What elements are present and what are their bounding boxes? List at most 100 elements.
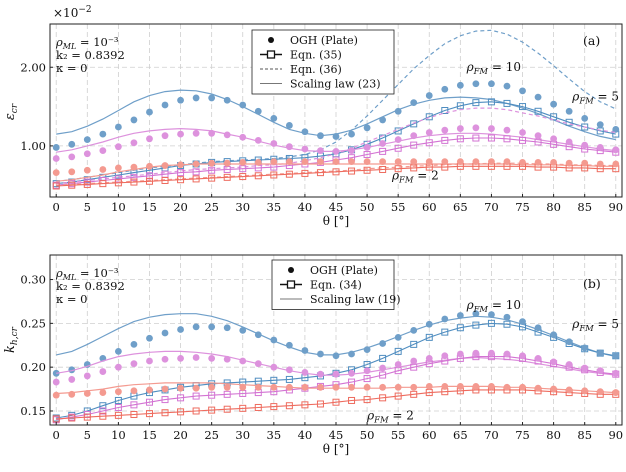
x-axis-label: θ [°]	[323, 442, 349, 456]
ogh-dot	[285, 366, 293, 374]
ogh-dot	[410, 383, 418, 391]
ogh-dot	[519, 159, 526, 166]
ogh-dot	[130, 116, 138, 124]
eqn-square-marker	[99, 412, 107, 420]
ogh-dot	[130, 139, 138, 147]
eqn-square-marker	[301, 169, 309, 177]
ogh-dot	[208, 129, 216, 137]
eqn-square-marker	[519, 103, 527, 111]
x-tick-label: 20	[173, 200, 188, 214]
ogh-dot	[612, 389, 620, 396]
ogh-dot	[410, 357, 418, 365]
x-tick-label: 80	[546, 200, 561, 214]
ogh-dot	[254, 360, 262, 368]
ogh-dot	[130, 163, 138, 171]
ogh-dot	[488, 80, 495, 88]
eqn-square-marker	[99, 180, 107, 188]
axis-ticks: 0 5 10 15 20 25 30 35 40 45 50 55 60 65 70 75 80 85 90 0.15…	[20, 273, 623, 442]
eqn-square-marker	[410, 120, 418, 128]
ogh-dot	[301, 145, 309, 153]
ogh-dot	[332, 133, 340, 140]
legend-label: OGH (Plate)	[290, 34, 358, 47]
ogh-dot	[161, 101, 169, 109]
ogh-dot	[581, 159, 589, 167]
eqn-square-marker	[441, 107, 449, 114]
eqn-square-marker	[114, 179, 122, 187]
eqn-square-marker	[177, 394, 185, 402]
ogh-dot	[581, 344, 589, 352]
eqn-square-marker	[534, 107, 542, 115]
eqn-square-marker	[394, 144, 402, 152]
eqn-square-marker	[581, 123, 589, 131]
eqn-square-marker	[410, 141, 418, 149]
ogh-dot	[441, 158, 449, 166]
ogh-dot	[363, 346, 371, 354]
ogh-dot	[114, 363, 122, 371]
eqn-square-marker	[519, 136, 527, 144]
eqn-square-marker	[270, 171, 278, 179]
ogh-dot	[363, 383, 371, 391]
ogh-dot	[130, 387, 138, 395]
x-tick-label: 40	[298, 200, 313, 214]
ogh-dot	[177, 355, 184, 362]
ogh-dot	[239, 133, 247, 141]
ogh-dot	[550, 385, 558, 393]
ogh-dot	[565, 386, 573, 394]
ogh-dot	[379, 140, 387, 147]
curve-annotations: ρFM = 10 ρFM = 5 ρFM = 2	[366, 298, 619, 424]
eqn-square-marker	[192, 175, 200, 183]
eqn-square-marker	[52, 182, 60, 190]
x-tick-label: 30	[235, 200, 250, 214]
ogh-dot	[519, 352, 526, 360]
ogh-dot	[425, 355, 433, 362]
ogh-dot	[488, 383, 495, 390]
parameter-line: κ = 0	[56, 61, 87, 75]
ogh-dot	[223, 159, 231, 167]
eqn-square-marker	[192, 168, 200, 176]
eqn-square-marker	[145, 398, 153, 406]
ogh-dot	[254, 331, 262, 339]
ogh-dot	[161, 385, 169, 393]
ogh-dot	[332, 370, 340, 378]
eqn-square-marker	[254, 403, 262, 411]
rho-fm-annotation: ρFM = 2	[391, 169, 439, 185]
legend-label: Eqn. (34)	[310, 279, 362, 292]
ogh-dot	[441, 352, 449, 360]
panel-a: 0 5 10 15 20 25 30 35 40 45 50 55 60 65 70 75 80 85 90 1.00…	[3, 5, 623, 228]
x-tick-label: 85	[577, 428, 592, 442]
ogh-dot	[612, 369, 620, 377]
legend-label: Scaling law (23)	[290, 78, 380, 91]
ogh-dot	[270, 363, 278, 371]
ogh-dot	[379, 383, 387, 391]
parameter-line: k₂ = 0.8392	[56, 48, 125, 62]
x-tick-label: 55	[391, 428, 406, 442]
rho-fm-annotation: ρFM = 10	[466, 60, 521, 76]
ogh-dot	[161, 329, 169, 337]
ogh-dot	[565, 159, 573, 167]
ogh-dot	[223, 96, 231, 104]
eqn-square-marker	[487, 319, 495, 327]
eqn-square-marker	[223, 390, 231, 398]
x-tick-label: 80	[546, 428, 561, 442]
ogh-dot	[363, 144, 371, 151]
eqn-square-marker	[285, 170, 293, 178]
x-tick-label: 70	[484, 428, 499, 442]
eqn-square-marker	[208, 174, 216, 182]
ogh-dot	[192, 323, 200, 331]
x-tick-label: 10	[111, 200, 126, 214]
ogh-dot	[177, 326, 184, 333]
series-group	[52, 310, 620, 424]
ogh-dot	[332, 147, 340, 155]
x-tick-label: 35	[267, 428, 282, 442]
x-tick-label: 70	[484, 200, 499, 214]
ogh-dot	[550, 331, 558, 339]
rho-fm-annotation: ρFM = 5	[571, 89, 619, 105]
ogh-dot	[394, 383, 402, 391]
parameter-line: κ = 0	[56, 292, 87, 306]
eqn-square-marker	[379, 371, 387, 379]
x-tick-label: 50	[360, 200, 375, 214]
ogh-dot	[503, 350, 511, 358]
legend: OGH (Plate) Eqn. (34)Scaling law (19)	[271, 259, 400, 310]
ogh-dot	[410, 132, 418, 140]
ogh-dot	[317, 132, 324, 140]
